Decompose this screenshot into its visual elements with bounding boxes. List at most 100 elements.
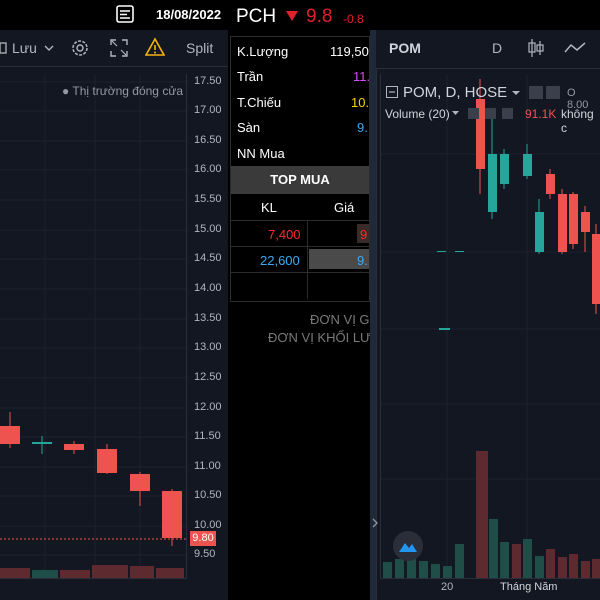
line-chart-icon[interactable] [564,40,586,56]
candle [162,489,182,546]
price-tick: 9.50 [194,548,216,560]
info-label: Trần [237,69,264,84]
info-value: 10. [351,95,370,110]
price-tick: 10.00 [194,519,222,531]
price-tick: 14.50 [194,252,222,264]
price-tick: 16.00 [194,163,222,175]
price-tick: 13.50 [194,312,222,324]
pch-change: -0.8 [343,12,364,26]
last-price-tag: 9.80 [190,531,216,546]
price-cell-bg [357,224,369,243]
collapse-arrow-icon[interactable] [371,516,379,530]
price-tick: 14.00 [194,282,222,294]
price-tick: 17.50 [194,75,222,87]
right-candles [381,74,600,578]
tradingview-logo[interactable] [393,531,423,561]
gear-icon[interactable] [69,37,91,59]
volume-suffix: không c [561,107,594,135]
volume-label[interactable]: Volume (20) [385,107,450,121]
collapse-legend-icon[interactable] [386,86,398,98]
price-tick: 11.50 [194,430,221,442]
eye-icon[interactable] [529,86,543,99]
pch-price: 9.8 [306,6,333,27]
left-toolbar [0,30,228,67]
order-kl: 22,600 [260,253,300,268]
candle [32,436,52,454]
price-cell-bg [309,249,369,269]
candle [64,441,84,454]
info-value: 119,50 [330,44,369,59]
top-bar [0,0,600,30]
info-label: NN Mua [237,146,285,161]
info-label: K.Lượng [237,44,289,59]
chevron-down-icon[interactable] [451,110,460,117]
candle [500,154,509,184]
price-tick: 15.50 [194,193,222,205]
candle [455,251,464,252]
order-gia: 9. [357,253,368,268]
price-tick: 11.00 [194,460,221,472]
volume-bars [383,451,600,578]
candle [0,412,20,448]
divider [231,246,369,247]
left-chart-panel [0,30,228,600]
candlestick-icon[interactable] [527,38,545,58]
x-axis-label: Tháng Năm [500,581,558,593]
candle [523,154,532,176]
candle [546,174,555,194]
column-header-kl: KL [261,200,277,215]
divider [307,221,308,299]
ohlc-open: O 8.00 [567,87,589,111]
settings-icon[interactable] [546,86,560,99]
interval-button[interactable]: D [492,40,503,56]
chevron-down-icon[interactable] [511,89,521,97]
candle [569,194,578,244]
candle [581,212,590,232]
settings-icon[interactable] [485,108,496,119]
chevron-down-icon[interactable] [44,44,54,52]
document-icon[interactable] [116,5,134,23]
candle [437,251,446,252]
left-plot-area [0,74,187,579]
right-symbol[interactable]: POM [389,40,421,56]
volume-value: 91.1K [525,107,557,121]
top-mua-header[interactable]: TOP MUA [231,166,369,194]
layout-icon[interactable] [0,40,10,56]
down-arrow-icon [286,11,298,21]
candle [439,328,448,330]
price-tick: 15.00 [194,223,222,235]
price-tick: 13.00 [194,341,222,353]
info-label: T.Chiếu [237,95,282,110]
left-price-axis: 17.50 17.00 16.50 16.00 15.50 15.00 14.5… [190,74,228,578]
candle [476,99,485,169]
warning-icon[interactable] [145,37,165,57]
order-gia: 9 [360,227,368,242]
candle [535,212,544,252]
column-header-gia: Giá [334,200,355,215]
panel-splitter[interactable] [370,30,376,600]
left-candles [0,74,186,578]
divider [231,272,369,273]
right-toolbar [376,30,600,69]
divider [231,220,369,221]
info-label: Sàn [237,120,261,135]
x-axis-label: 20 [441,581,454,593]
info-value: 9. [357,120,368,135]
candle [592,234,600,304]
right-legend-title[interactable]: POM, D, HOSE [403,84,508,101]
candle [558,194,567,252]
split-button[interactable]: Split [186,40,214,56]
save-button[interactable]: Lưu [12,40,37,56]
right-plot-area [380,74,600,579]
fullscreen-icon[interactable] [109,38,129,58]
close-icon[interactable] [502,108,513,119]
candle [97,444,117,474]
candle [130,472,150,506]
volume-bars [0,565,184,578]
eye-icon[interactable] [468,108,479,119]
price-tick: 17.00 [194,104,222,116]
pch-symbol[interactable]: PCH [236,6,277,27]
price-tick: 12.00 [194,401,222,413]
logo-icon [399,543,417,552]
market-status: ● Thị trường đóng cửa [62,84,184,98]
